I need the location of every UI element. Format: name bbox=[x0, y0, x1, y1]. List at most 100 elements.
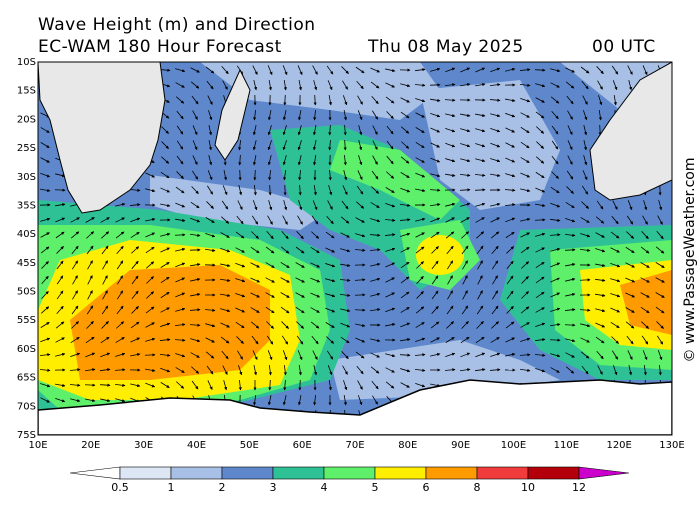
wave-arrow bbox=[175, 307, 186, 312]
wave-arrow bbox=[297, 65, 303, 76]
wave-arrow bbox=[281, 321, 289, 329]
wave-arrow bbox=[536, 141, 544, 149]
wave-arrow bbox=[280, 292, 290, 298]
wave-arrow bbox=[100, 352, 111, 358]
wave-arrow bbox=[385, 247, 396, 252]
wave-arrow bbox=[190, 201, 200, 209]
wave-arrow bbox=[415, 337, 426, 343]
wave-arrow bbox=[70, 398, 81, 403]
wave-arrow bbox=[343, 395, 347, 406]
wave-arrow bbox=[208, 125, 213, 136]
wave-arrow bbox=[159, 338, 171, 342]
wave-arrow bbox=[610, 307, 621, 313]
wave-arrow bbox=[386, 140, 394, 150]
wave-arrow bbox=[640, 292, 650, 298]
wave-arrow bbox=[566, 170, 574, 180]
wave-arrow bbox=[41, 275, 49, 285]
wave-arrow bbox=[460, 128, 471, 133]
wave-arrow bbox=[385, 202, 396, 208]
wave-arrow bbox=[506, 290, 514, 300]
colorbar-swatch bbox=[272, 466, 325, 480]
wave-arrow bbox=[460, 336, 470, 344]
wave-arrow bbox=[414, 68, 426, 72]
wave-arrow bbox=[414, 368, 426, 372]
wave-arrow bbox=[282, 155, 287, 166]
wave-arrow bbox=[39, 353, 51, 357]
watermark: © www.PassageWeather.com bbox=[682, 157, 698, 362]
lat-label: 25S bbox=[17, 143, 36, 154]
lat-label: 65S bbox=[17, 373, 36, 384]
wave-arrow bbox=[475, 352, 486, 358]
wave-arrow bbox=[175, 277, 186, 283]
lat-label: 40S bbox=[17, 229, 36, 240]
wave-arrow bbox=[564, 233, 576, 237]
wave-arrow bbox=[204, 308, 216, 312]
wave-arrow bbox=[400, 276, 410, 284]
wave-arrow bbox=[252, 65, 258, 75]
wave-arrow bbox=[295, 246, 305, 254]
wave-arrow bbox=[372, 125, 378, 135]
wave-arrow bbox=[222, 365, 228, 375]
wave-arrow bbox=[145, 172, 156, 178]
wave-arrow bbox=[327, 365, 333, 376]
wave-arrow bbox=[339, 278, 351, 282]
wave-arrow bbox=[283, 364, 287, 376]
wave-arrow bbox=[343, 154, 347, 166]
wave-arrow bbox=[567, 110, 573, 120]
wave-arrow bbox=[267, 140, 272, 151]
wave-arrow bbox=[416, 275, 424, 284]
wave-arrow bbox=[370, 262, 381, 267]
wave-arrow bbox=[550, 202, 561, 208]
wave-arrow bbox=[131, 260, 139, 270]
wave-arrow bbox=[282, 125, 287, 136]
wave-arrow bbox=[191, 380, 199, 390]
wave-arrow bbox=[430, 142, 441, 148]
wave-arrow bbox=[208, 110, 213, 121]
wave-arrow bbox=[296, 335, 304, 345]
wave-arrow bbox=[207, 380, 213, 391]
wave-arrow bbox=[595, 232, 605, 238]
yellow-area bbox=[416, 235, 464, 275]
arrows bbox=[39, 65, 665, 421]
wave-arrow bbox=[430, 113, 441, 118]
wave-arrow bbox=[447, 275, 453, 285]
wave-arrow bbox=[238, 169, 242, 181]
wave-arrow bbox=[86, 305, 94, 315]
wave-arrow bbox=[505, 173, 516, 178]
wave-arrow bbox=[341, 200, 349, 210]
wave-arrow bbox=[475, 113, 486, 118]
lon-label: 40E bbox=[187, 440, 206, 451]
wave-arrow bbox=[460, 143, 471, 148]
wave-arrow bbox=[311, 231, 320, 239]
wave-arrow bbox=[282, 395, 287, 406]
wave-arrow bbox=[328, 185, 333, 196]
wave-arrow bbox=[235, 307, 246, 313]
wave-arrow bbox=[612, 365, 618, 376]
wave-arrow bbox=[235, 292, 246, 298]
wave-arrow bbox=[445, 173, 456, 177]
wave-arrow bbox=[312, 140, 317, 151]
wave-arrow bbox=[265, 306, 275, 314]
colorbar-label: 5 bbox=[372, 481, 379, 494]
wave-arrow bbox=[235, 278, 246, 283]
colorbar-swatch bbox=[527, 466, 580, 480]
wave-arrow bbox=[282, 110, 287, 121]
wave-arrow bbox=[253, 109, 257, 121]
wave-arrow bbox=[461, 320, 469, 329]
wave-arrow bbox=[267, 395, 272, 406]
wave-arrow bbox=[492, 290, 498, 300]
wave-arrow bbox=[582, 170, 588, 181]
wave-arrow bbox=[446, 321, 454, 329]
wave-arrow bbox=[415, 217, 426, 222]
light-area bbox=[200, 62, 440, 120]
wave-arrow bbox=[251, 215, 259, 225]
wave-arrow bbox=[175, 262, 186, 268]
wave-arrow bbox=[400, 156, 410, 164]
wave-arrow bbox=[414, 83, 426, 87]
wave-arrow bbox=[253, 169, 257, 181]
wave-arrow bbox=[505, 127, 516, 133]
wave-arrow bbox=[372, 140, 378, 150]
wave-arrow bbox=[86, 320, 94, 329]
wave-arrow bbox=[579, 308, 591, 312]
wave-arrow bbox=[357, 110, 363, 121]
